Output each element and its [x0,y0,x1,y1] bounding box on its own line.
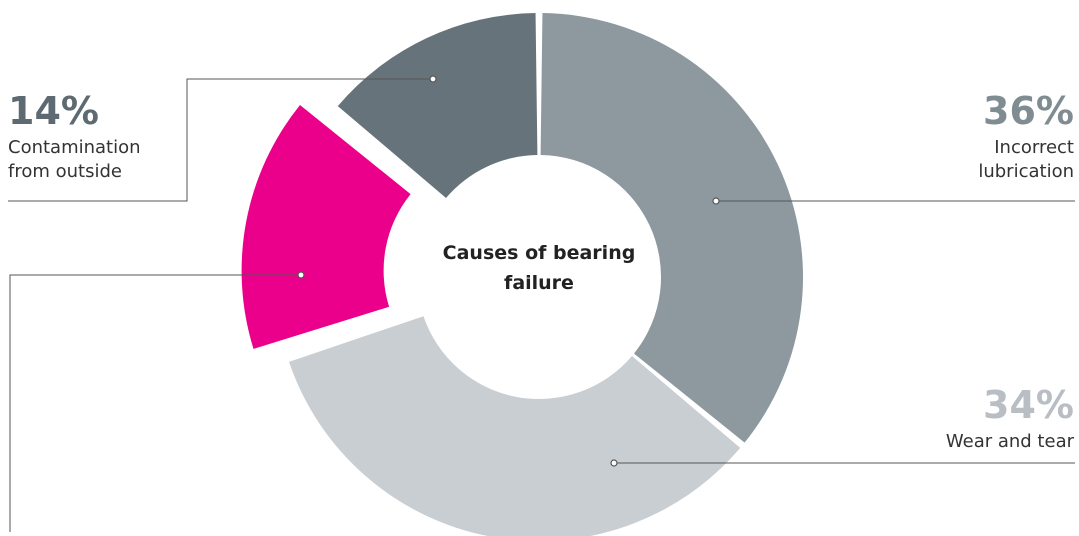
incorrect-lubrication-label-line-1: Incorrect [994,137,1074,158]
leader-lines [8,75,1075,532]
wear-and-tear-label-line-1: Wear and tear [946,431,1075,452]
slice-contamination-from-outside [337,13,538,199]
slice-incorrect-lubrication [540,13,803,443]
contamination-label-line-1: Contamination [8,137,141,158]
chart-center-title-line-2: failure [504,272,574,294]
wear-and-tear-leader-dot [610,459,618,467]
incorrect-lubrication-label-line-2: lubrication [978,161,1074,182]
unlabeled-slice-leader-line [9,274,301,532]
contamination-leader-dot [429,75,437,83]
donut-slices [241,13,803,536]
chart-center-title-line-1: Causes of bearing [443,242,636,264]
incorrect-lubrication-leader-dot [712,197,720,205]
contamination-percent: 14% [8,89,99,133]
slice-unlabeled [241,105,411,349]
wear-and-tear-percent: 34% [983,383,1074,427]
incorrect-lubrication-percent: 36% [983,89,1074,133]
contamination-leader-line [8,78,433,202]
unlabeled-slice-leader-dot [297,271,305,279]
contamination-label-line-2: from outside [8,161,122,182]
slice-labels: 36% Incorrect lubrication 34% Wear and tear 1… [8,89,1075,452]
slice-wear-and-tear [289,316,741,536]
